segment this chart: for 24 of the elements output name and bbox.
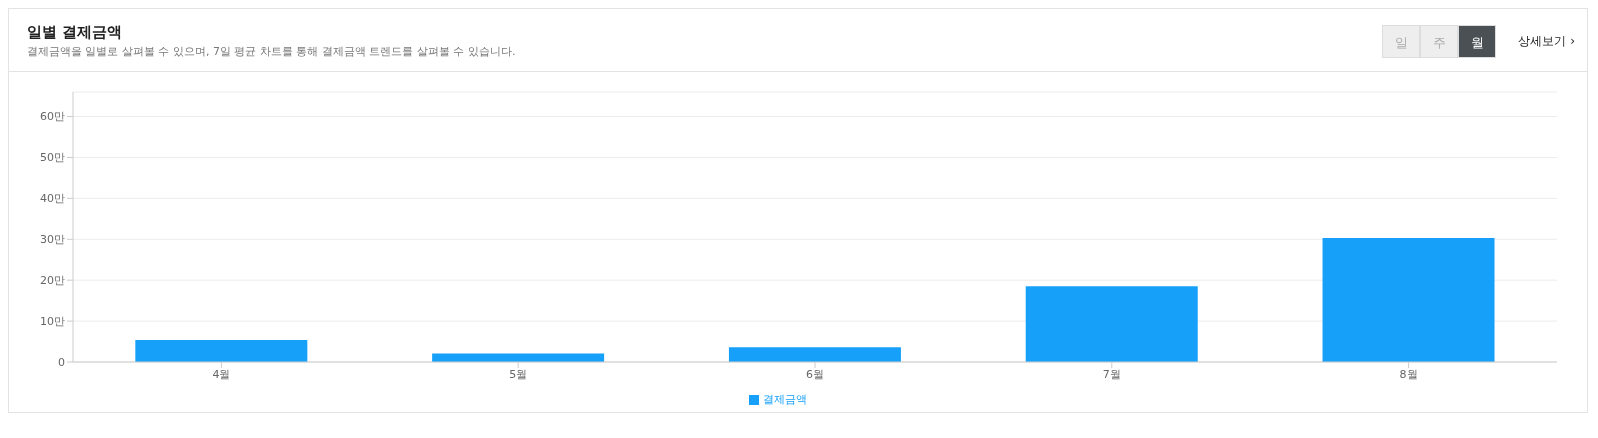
y-tick-label: 60만 (40, 110, 65, 124)
x-tick-label: 6월 (806, 367, 824, 381)
y-tick-label: 50만 (40, 151, 65, 165)
text: 상세보기 › (1518, 32, 1575, 50)
y-tick-label: 20만 (40, 274, 65, 288)
y-tick-label: 40만 (40, 192, 65, 206)
bar (1025, 286, 1198, 362)
x-tick-label: 7월 (1102, 367, 1121, 381)
chart-title: 일별 결제금액 (27, 23, 124, 42)
x-tick-label: 4월 (212, 367, 231, 381)
text: 월 (1458, 24, 1497, 58)
y-tick-label: 0 (58, 355, 65, 369)
chart-subtitle: 결제금액을 일별로 살펴볼 수 있으며, 7일 평균 차트를 통해 결제금액 트렌드를 살펴볼 수 있습니다. (27, 44, 516, 59)
text: 일 (1382, 24, 1421, 58)
bar (432, 353, 605, 362)
bar (1322, 238, 1495, 362)
x-tick-label: 5월 (509, 367, 528, 381)
y-tick-label: 30만 (40, 233, 65, 247)
legend-label: 결제금액 (763, 393, 807, 406)
bar (728, 347, 901, 362)
y-tick-label: 10만 (40, 315, 65, 328)
text: 주 (1420, 24, 1459, 58)
bar (135, 339, 308, 362)
x-tick-label: 8월 (1399, 367, 1418, 381)
